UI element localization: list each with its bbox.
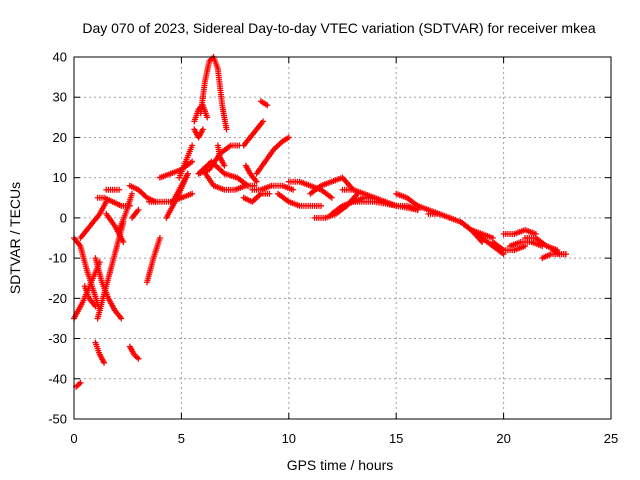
x-tick-label: 20 bbox=[496, 431, 510, 446]
series-arc-29 bbox=[240, 118, 267, 149]
series-arc-04 bbox=[77, 198, 110, 241]
series-arc-21 bbox=[176, 142, 196, 181]
series-arc-27 bbox=[195, 158, 251, 189]
y-tick-label: -10 bbox=[48, 251, 67, 266]
series-arc-33 bbox=[253, 134, 292, 177]
series-arc-16 bbox=[144, 235, 163, 286]
series-arc-54 bbox=[550, 247, 569, 258]
data-point-marker bbox=[260, 118, 267, 125]
data-point-marker bbox=[128, 190, 135, 197]
y-tick-label: 30 bbox=[53, 90, 67, 105]
data-point-marker bbox=[189, 142, 196, 149]
data-point-marker bbox=[116, 186, 123, 193]
series-arc-15 bbox=[128, 206, 142, 221]
data-point-marker bbox=[118, 315, 125, 322]
data-point-marker bbox=[318, 202, 325, 209]
data-point-marker bbox=[223, 126, 230, 133]
data-point-marker bbox=[285, 134, 292, 141]
data-point-marker bbox=[264, 102, 271, 109]
plot-frame bbox=[73, 56, 612, 420]
data-point-marker bbox=[328, 194, 335, 201]
data-point-marker bbox=[101, 359, 108, 366]
y-tick-label: 20 bbox=[53, 130, 67, 145]
series-arc-05 bbox=[81, 283, 99, 310]
series-arc-50 bbox=[500, 226, 539, 237]
series-arc-49 bbox=[489, 239, 529, 254]
y-tick-label: 0 bbox=[60, 210, 67, 225]
series-arc-17 bbox=[146, 190, 196, 205]
x-tick-label: 0 bbox=[70, 431, 77, 446]
series-arc-14 bbox=[126, 182, 159, 205]
y-tick-label: -40 bbox=[48, 371, 67, 386]
grid-lines bbox=[74, 57, 611, 419]
data-point-marker bbox=[253, 178, 260, 185]
series-arc-48 bbox=[468, 226, 507, 258]
data-point-marker bbox=[120, 239, 127, 246]
series-arc-12 bbox=[116, 190, 135, 233]
data-point-marker bbox=[189, 190, 196, 197]
series-arc-06 bbox=[92, 339, 108, 366]
data-point-marker bbox=[184, 170, 191, 177]
x-tick-label: 25 bbox=[604, 431, 618, 446]
y-tick-label: 40 bbox=[53, 50, 67, 65]
series-arc-13 bbox=[126, 343, 142, 362]
series-arc-30 bbox=[242, 162, 260, 185]
series-arc-31 bbox=[240, 190, 273, 205]
data-point-marker bbox=[290, 186, 297, 193]
series-arc-03 bbox=[73, 379, 84, 390]
y-tick-label: 10 bbox=[53, 170, 67, 185]
data-point-marker bbox=[204, 114, 211, 121]
series-arc-20 bbox=[169, 170, 191, 205]
y-tick-label: -30 bbox=[48, 331, 67, 346]
data-points bbox=[71, 54, 569, 390]
x-axis-label: GPS time / hours bbox=[287, 457, 394, 473]
data-point-marker bbox=[189, 158, 196, 165]
axis-ticks: 0 5 10 15 20 25 -50 -40 -30 -20 -10 0 10 20 30 40 bbox=[48, 50, 618, 447]
data-point-marker bbox=[199, 126, 206, 133]
series-arc-46 bbox=[446, 214, 486, 246]
x-tick-label: 5 bbox=[178, 431, 185, 446]
x-tick-label: 15 bbox=[389, 431, 403, 446]
chart-title: Day 070 of 2023, Sidereal Day-to-day VTE… bbox=[82, 20, 595, 36]
data-point-marker bbox=[562, 251, 569, 258]
y-tick-label: -20 bbox=[48, 291, 67, 306]
data-point-marker bbox=[156, 235, 163, 241]
y-tick-label: -50 bbox=[48, 412, 67, 427]
y-axis-label: SDTVAR / TECUs bbox=[7, 182, 23, 294]
series-arc-37 bbox=[307, 174, 357, 197]
data-point-marker bbox=[135, 355, 142, 362]
data-point-marker bbox=[92, 303, 99, 310]
series-arc-28 bbox=[199, 166, 258, 193]
data-point-marker bbox=[266, 190, 273, 197]
series-arc-44 bbox=[414, 202, 443, 217]
series-arc-45 bbox=[425, 210, 453, 221]
series-arc-24 bbox=[197, 54, 230, 133]
series-arc-32 bbox=[257, 98, 271, 109]
x-tick-label: 10 bbox=[282, 431, 296, 446]
series-arc-35 bbox=[275, 190, 325, 209]
series-arc-42 bbox=[382, 198, 421, 213]
data-point-marker bbox=[221, 162, 228, 169]
data-point-marker bbox=[77, 379, 84, 386]
data-point-marker bbox=[135, 206, 142, 213]
series-arc-52 bbox=[522, 235, 561, 254]
series-arc-23 bbox=[191, 126, 206, 141]
series-arc-10 bbox=[103, 186, 123, 193]
series-arc-34 bbox=[249, 182, 297, 193]
series-arc-43 bbox=[393, 190, 421, 209]
